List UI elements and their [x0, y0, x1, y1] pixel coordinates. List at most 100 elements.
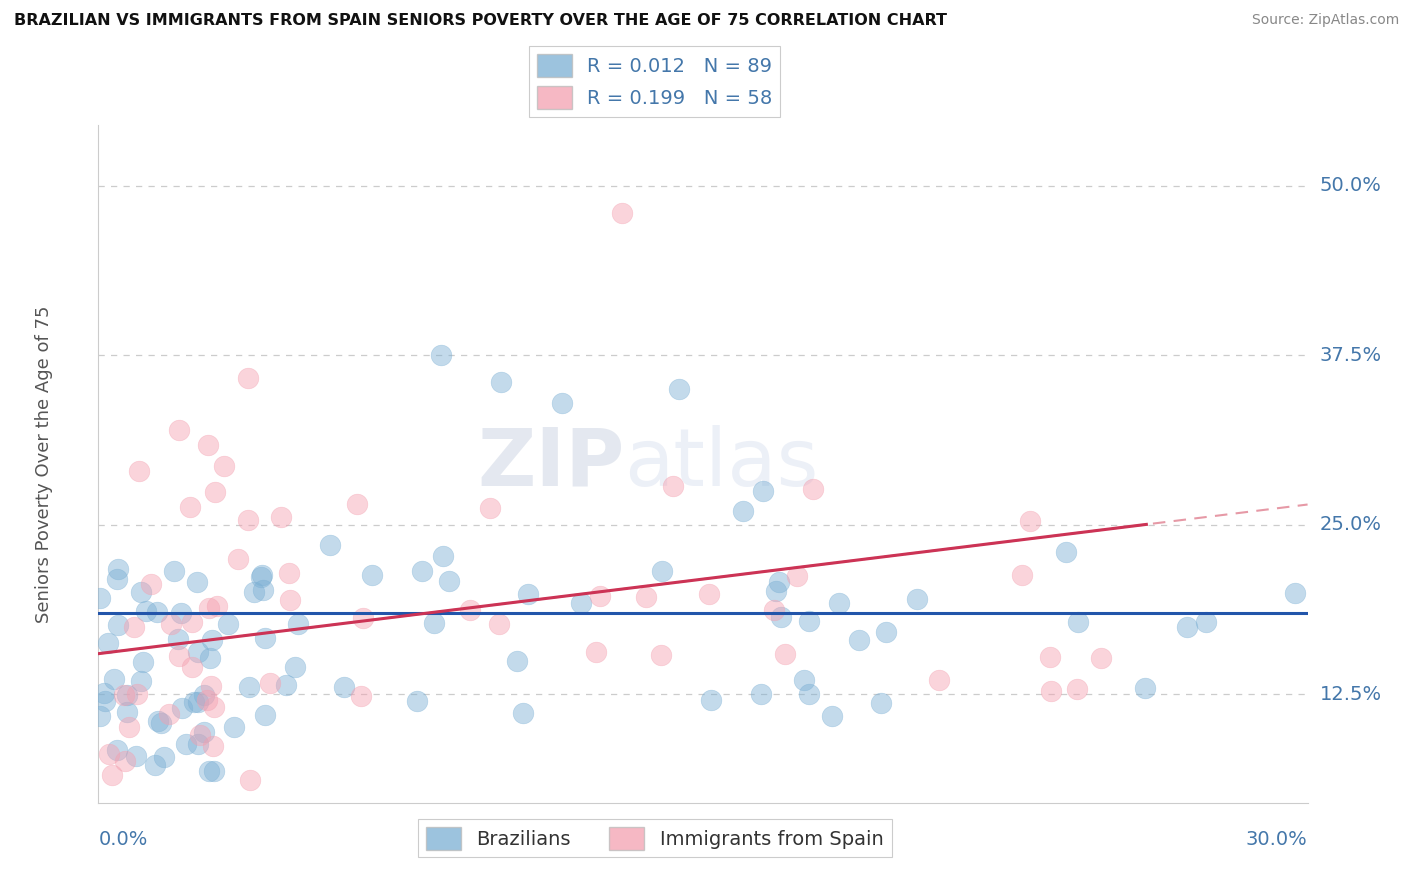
Point: [662, 479, 685, 493]
Point: [1175, 619, 1198, 633]
Point: [551, 396, 574, 410]
Point: [132, 655, 155, 669]
Point: [226, 552, 249, 566]
Point: [143, 757, 166, 772]
Point: [129, 585, 152, 599]
Point: [252, 582, 274, 597]
Point: [349, 689, 371, 703]
Point: [217, 616, 239, 631]
Point: [506, 654, 529, 668]
Point: [254, 708, 277, 723]
Point: [181, 615, 204, 629]
Point: [236, 371, 259, 385]
Point: [117, 720, 139, 734]
Point: [516, 587, 538, 601]
Point: [319, 538, 342, 552]
Point: [827, 596, 849, 610]
Point: [242, 585, 264, 599]
Text: 12.5%: 12.5%: [1320, 685, 1382, 704]
Point: [763, 603, 786, 617]
Point: [141, 576, 163, 591]
Point: [187, 695, 209, 709]
Point: [222, 720, 245, 734]
Point: [167, 632, 190, 646]
Point: [200, 679, 222, 693]
Point: [589, 589, 612, 603]
Point: [114, 754, 136, 768]
Point: [204, 485, 226, 500]
Point: [159, 616, 181, 631]
Point: [928, 673, 950, 688]
Point: [105, 743, 128, 757]
Point: [97, 636, 120, 650]
Point: [172, 700, 194, 714]
Point: [668, 382, 690, 396]
Point: [202, 739, 225, 754]
Point: [437, 574, 460, 588]
Point: [1090, 650, 1112, 665]
Point: [89, 591, 111, 605]
Point: [797, 614, 820, 628]
Point: [277, 566, 299, 580]
Point: [765, 584, 787, 599]
Point: [1195, 615, 1218, 629]
Text: BRAZILIAN VS IMMIGRANTS FROM SPAIN SENIORS POVERTY OVER THE AGE OF 75 CORRELATIO: BRAZILIAN VS IMMIGRANTS FROM SPAIN SENIO…: [14, 13, 948, 29]
Point: [181, 660, 204, 674]
Point: [117, 688, 139, 702]
Point: [253, 632, 276, 646]
Point: [148, 714, 170, 729]
Point: [238, 680, 260, 694]
Point: [125, 749, 148, 764]
Point: [460, 603, 482, 617]
Point: [1067, 615, 1090, 629]
Point: [1066, 681, 1088, 696]
Point: [1039, 650, 1062, 665]
Point: [270, 509, 292, 524]
Point: [115, 705, 138, 719]
Point: [128, 464, 150, 478]
Point: [512, 706, 534, 720]
Point: [198, 601, 221, 615]
Point: [651, 564, 673, 578]
Point: [239, 772, 262, 787]
Point: [198, 650, 221, 665]
Point: [430, 348, 453, 362]
Point: [569, 596, 592, 610]
Point: [89, 709, 111, 723]
Point: [188, 728, 211, 742]
Point: [1284, 585, 1306, 599]
Point: [98, 747, 121, 761]
Point: [112, 688, 135, 702]
Point: [821, 708, 844, 723]
Text: Source: ZipAtlas.com: Source: ZipAtlas.com: [1251, 13, 1399, 28]
Point: [105, 572, 128, 586]
Text: Seniors Poverty Over the Age of 75: Seniors Poverty Over the Age of 75: [35, 305, 53, 623]
Point: [103, 672, 125, 686]
Point: [252, 568, 274, 582]
Point: [797, 687, 820, 701]
Point: [274, 678, 297, 692]
Point: [1019, 514, 1042, 528]
Point: [135, 604, 157, 618]
Text: atlas: atlas: [624, 425, 818, 503]
Point: [768, 574, 790, 589]
Point: [163, 564, 186, 578]
Point: [170, 607, 193, 621]
Text: 25.0%: 25.0%: [1320, 516, 1382, 534]
Point: [236, 513, 259, 527]
Point: [167, 648, 190, 663]
Point: [749, 687, 772, 701]
Point: [174, 737, 197, 751]
Point: [167, 423, 190, 437]
Point: [287, 617, 309, 632]
Point: [650, 648, 672, 662]
Point: [197, 438, 219, 452]
Point: [697, 587, 720, 601]
Point: [1040, 684, 1063, 698]
Point: [198, 764, 221, 779]
Point: [406, 694, 429, 708]
Text: 50.0%: 50.0%: [1320, 177, 1382, 195]
Point: [202, 699, 225, 714]
Point: [1054, 545, 1077, 559]
Point: [848, 633, 870, 648]
